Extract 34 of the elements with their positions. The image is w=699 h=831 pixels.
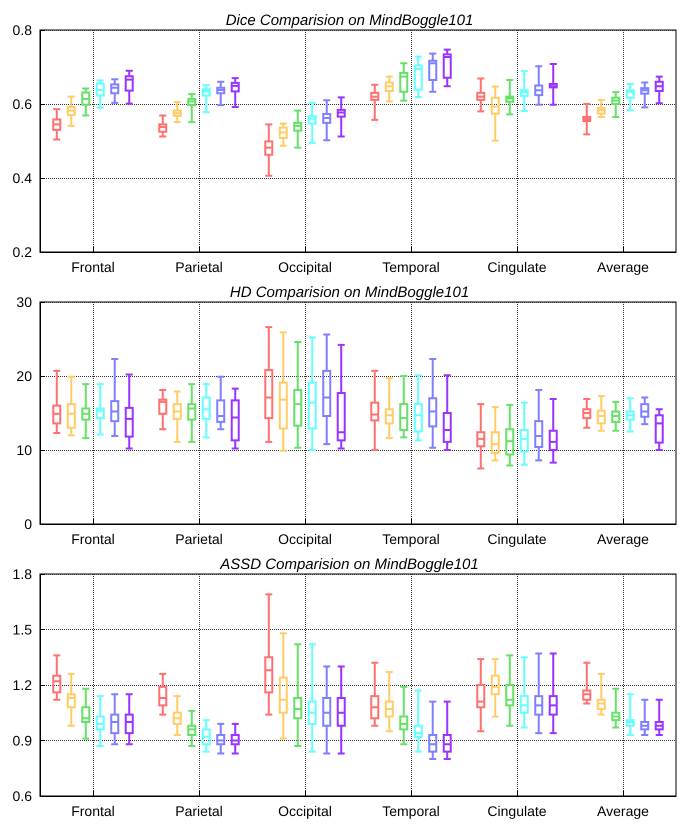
x-tick-label: Parietal	[175, 531, 223, 547]
y-tick-label: 0.6	[12, 96, 32, 112]
y-tick-label: 10	[16, 442, 32, 458]
chart-title: Dice Comparision on MindBoggle101	[226, 12, 474, 29]
y-tick-label: 0.4	[12, 170, 32, 186]
x-tick-label: Cingulate	[487, 531, 547, 547]
y-tick-label: 0.9	[12, 732, 32, 748]
x-tick-label: Temporal	[382, 259, 440, 275]
chart-title: HD Comparision on MindBoggle101	[230, 284, 470, 301]
x-tick-label: Frontal	[71, 259, 115, 275]
y-tick-label: 20	[16, 368, 32, 384]
y-tick-label: 1.8	[12, 566, 32, 582]
x-tick-label: Temporal	[382, 803, 440, 819]
x-tick-label: Parietal	[175, 803, 223, 819]
x-tick-label: Average	[597, 259, 650, 275]
x-tick-label: Temporal	[382, 531, 440, 547]
x-tick-label: Occipital	[278, 803, 332, 819]
y-tick-label: 30	[16, 294, 32, 310]
y-tick-label: 0	[24, 516, 32, 532]
chart-title: ASSD Comparision on MindBoggle101	[219, 556, 479, 573]
y-tick-label: 0.2	[12, 244, 32, 260]
x-tick-label: Average	[597, 531, 650, 547]
x-tick-label: Occipital	[278, 259, 332, 275]
x-tick-label: Parietal	[175, 259, 223, 275]
y-tick-label: 0.8	[12, 22, 32, 38]
x-tick-label: Average	[597, 803, 650, 819]
y-tick-label: 0.6	[12, 788, 32, 804]
x-tick-label: Frontal	[71, 531, 115, 547]
y-tick-label: 1.2	[12, 677, 32, 693]
y-tick-label: 1.5	[12, 622, 32, 638]
x-tick-label: Occipital	[278, 531, 332, 547]
x-tick-label: Frontal	[71, 803, 115, 819]
x-tick-label: Cingulate	[487, 259, 547, 275]
x-tick-label: Cingulate	[487, 803, 547, 819]
